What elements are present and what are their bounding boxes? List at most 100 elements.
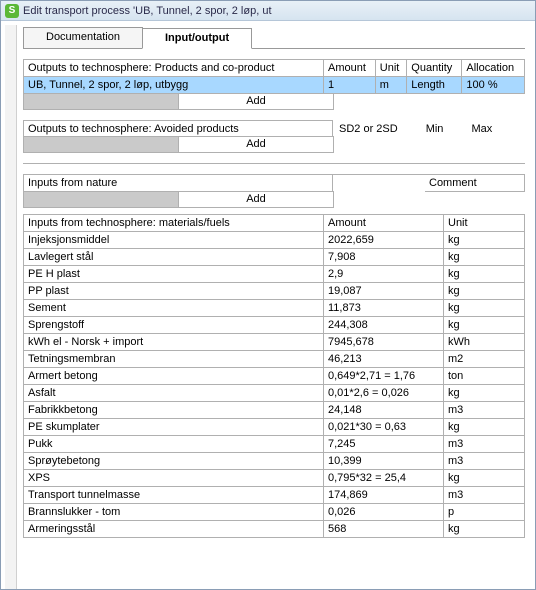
tab-input-output[interactable]: Input/output [142, 28, 252, 49]
cell-material-unit[interactable]: kg [444, 249, 525, 266]
table-row[interactable]: Fabrikkbetong24,148m3 [24, 402, 525, 419]
cell-product-name[interactable]: UB, Tunnel, 2 spor, 2 løp, utbygg [24, 77, 324, 94]
inputs-nature-label: Inputs from nature [23, 175, 333, 192]
cell-material-amount[interactable]: 7,908 [324, 249, 444, 266]
cell-material-name[interactable]: Asfalt [24, 385, 324, 402]
table-row[interactable]: PE H plast2,9kg [24, 266, 525, 283]
cell-material-name[interactable]: PP plast [24, 283, 324, 300]
left-gutter [5, 25, 17, 589]
cell-material-unit[interactable]: kg [444, 521, 525, 538]
cell-material-name[interactable]: Transport tunnelmasse [24, 487, 324, 504]
cell-material-unit[interactable]: kg [444, 317, 525, 334]
cell-material-name[interactable]: Pukk [24, 436, 324, 453]
table-row[interactable]: Injeksjonsmiddel2022,659kg [24, 232, 525, 249]
cell-allocation[interactable]: 100 % [462, 77, 525, 94]
cell-material-name[interactable]: XPS [24, 470, 324, 487]
col-header-quantity: Quantity [407, 60, 462, 77]
table-row[interactable]: Sprøytebetong10,399m3 [24, 453, 525, 470]
cell-material-name[interactable]: Tetningsmembran [24, 351, 324, 368]
outputs-products-row[interactable]: UB, Tunnel, 2 spor, 2 løp, utbygg 1 m Le… [24, 77, 525, 94]
window-titlebar[interactable]: S Edit transport process 'UB, Tunnel, 2 … [1, 1, 535, 21]
cell-material-unit[interactable]: p [444, 504, 525, 521]
outputs-products-add-row: Add [23, 93, 334, 110]
table-row[interactable]: Transport tunnelmasse174,869m3 [24, 487, 525, 504]
cell-material-unit[interactable]: m3 [444, 436, 525, 453]
table-row[interactable]: Armeringsstål568kg [24, 521, 525, 538]
cell-material-name[interactable]: kWh el - Norsk + import [24, 334, 324, 351]
cell-material-unit[interactable]: kg [444, 283, 525, 300]
cell-material-amount[interactable]: 0,795*32 = 25,4 [324, 470, 444, 487]
table-row[interactable]: Tetningsmembran46,213m2 [24, 351, 525, 368]
cell-material-unit[interactable]: ton [444, 368, 525, 385]
add-nature-button[interactable]: Add [179, 191, 334, 208]
table-row[interactable]: Sprengstoff244,308kg [24, 317, 525, 334]
cell-material-amount[interactable]: 174,869 [324, 487, 444, 504]
cell-material-unit[interactable]: kg [444, 385, 525, 402]
cell-material-name[interactable]: Fabrikkbetong [24, 402, 324, 419]
cell-material-unit[interactable]: m2 [444, 351, 525, 368]
inputs-nature-header: Inputs from nature Comment [23, 174, 525, 192]
cell-material-unit[interactable]: kg [444, 419, 525, 436]
gray-spacer [23, 136, 179, 153]
table-row[interactable]: Lavlegert stål7,908kg [24, 249, 525, 266]
cell-material-name[interactable]: Armert betong [24, 368, 324, 385]
cell-material-amount[interactable]: 0,01*2,6 = 0,026 [324, 385, 444, 402]
cell-material-amount[interactable]: 0,649*2,71 = 1,76 [324, 368, 444, 385]
gray-spacer [23, 191, 179, 208]
cell-amount[interactable]: 1 [324, 77, 376, 94]
inputs-nature-comment-label: Comment [425, 175, 525, 192]
cell-material-amount[interactable]: 24,148 [324, 402, 444, 419]
cell-unit[interactable]: m [375, 77, 407, 94]
add-product-button[interactable]: Add [179, 93, 334, 110]
cell-material-name[interactable]: Injeksjonsmiddel [24, 232, 324, 249]
cell-material-amount[interactable]: 2022,659 [324, 232, 444, 249]
cell-material-amount[interactable]: 7945,678 [324, 334, 444, 351]
table-row[interactable]: Pukk7,245m3 [24, 436, 525, 453]
cell-material-unit[interactable]: kg [444, 300, 525, 317]
inputs-nature-section: Inputs from nature Comment Add [23, 174, 525, 208]
col-header-material: Inputs from technosphere: materials/fuel… [24, 215, 324, 232]
outputs-avoided-header: Outputs to technosphere: Avoided product… [23, 120, 525, 137]
table-row[interactable]: Asfalt0,01*2,6 = 0,026kg [24, 385, 525, 402]
cell-material-unit[interactable]: kg [444, 232, 525, 249]
table-row[interactable]: kWh el - Norsk + import7945,678kWh [24, 334, 525, 351]
table-row[interactable]: Brannslukker - tom0,026p [24, 504, 525, 521]
cell-material-amount[interactable]: 19,087 [324, 283, 444, 300]
cell-material-amount[interactable]: 244,308 [324, 317, 444, 334]
table-row[interactable]: PP plast19,087kg [24, 283, 525, 300]
cell-material-name[interactable]: Armeringsstål [24, 521, 324, 538]
table-row[interactable]: Sement11,873kg [24, 300, 525, 317]
cell-material-name[interactable]: Lavlegert stål [24, 249, 324, 266]
cell-material-unit[interactable]: kg [444, 470, 525, 487]
cell-material-unit[interactable]: kg [444, 266, 525, 283]
cell-material-unit[interactable]: m3 [444, 487, 525, 504]
cell-material-amount[interactable]: 568 [324, 521, 444, 538]
table-row[interactable]: Armert betong0,649*2,71 = 1,76ton [24, 368, 525, 385]
cell-material-amount[interactable]: 11,873 [324, 300, 444, 317]
cell-material-unit[interactable]: kWh [444, 334, 525, 351]
cell-material-name[interactable]: PE skumplater [24, 419, 324, 436]
cell-material-amount[interactable]: 0,026 [324, 504, 444, 521]
cell-quantity[interactable]: Length [407, 77, 462, 94]
inputs-technosphere-section: Inputs from technosphere: materials/fuel… [23, 214, 525, 538]
cell-material-amount[interactable]: 46,213 [324, 351, 444, 368]
table-row[interactable]: PE skumplater0,021*30 = 0,63kg [24, 419, 525, 436]
col-header-products: Outputs to technosphere: Products and co… [24, 60, 324, 77]
cell-material-name[interactable]: Sprøytebetong [24, 453, 324, 470]
inputs-technosphere-table: Inputs from technosphere: materials/fuel… [23, 214, 525, 538]
cell-material-unit[interactable]: m3 [444, 402, 525, 419]
cell-material-name[interactable]: Sprengstoff [24, 317, 324, 334]
cell-material-name[interactable]: Sement [24, 300, 324, 317]
add-avoided-button[interactable]: Add [179, 136, 334, 153]
cell-material-name[interactable]: PE H plast [24, 266, 324, 283]
gray-spacer [23, 93, 179, 110]
cell-material-amount[interactable]: 0,021*30 = 0,63 [324, 419, 444, 436]
cell-material-amount[interactable]: 2,9 [324, 266, 444, 283]
table-row[interactable]: XPS0,795*32 = 25,4kg [24, 470, 525, 487]
cell-material-amount[interactable]: 7,245 [324, 436, 444, 453]
tab-documentation[interactable]: Documentation [23, 27, 143, 48]
cell-material-name[interactable]: Brannslukker - tom [24, 504, 324, 521]
cell-material-unit[interactable]: m3 [444, 453, 525, 470]
outputs-avoided-section: Outputs to technosphere: Avoided product… [23, 120, 525, 153]
cell-material-amount[interactable]: 10,399 [324, 453, 444, 470]
